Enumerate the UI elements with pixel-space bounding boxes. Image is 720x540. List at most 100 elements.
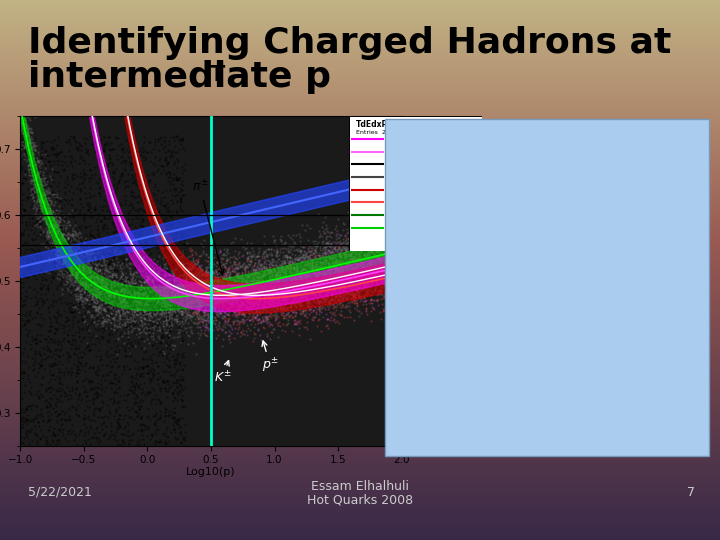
Point	[146, 383, 158, 392]
Point	[335, 264, 346, 272]
Point	[35, 360, 46, 369]
Point	[134, 369, 145, 378]
Point	[303, 246, 315, 255]
Point	[369, 263, 380, 272]
Point	[115, 157, 127, 166]
Point	[254, 261, 266, 269]
Point	[307, 249, 319, 258]
Point	[150, 211, 162, 219]
Point	[28, 174, 40, 183]
Point	[192, 319, 203, 328]
Point	[314, 264, 325, 272]
Point	[163, 291, 174, 300]
Point	[277, 279, 289, 288]
Point	[163, 261, 175, 270]
Point	[40, 205, 51, 214]
Point	[248, 313, 259, 322]
Point	[331, 252, 343, 261]
Point	[358, 278, 369, 287]
Point	[359, 261, 371, 270]
Point	[111, 273, 122, 282]
Point	[292, 317, 304, 326]
Point	[36, 188, 48, 197]
Point	[219, 245, 230, 254]
Point	[366, 274, 378, 282]
Point	[376, 290, 387, 299]
Point	[357, 263, 369, 272]
Point	[346, 279, 357, 287]
Point	[373, 286, 384, 294]
Point	[179, 289, 190, 298]
Point	[319, 256, 330, 265]
Point	[168, 133, 180, 141]
Point	[351, 287, 363, 296]
Point	[359, 251, 370, 260]
Point	[393, 243, 405, 252]
Point	[130, 300, 142, 308]
Point	[153, 322, 165, 331]
Point	[355, 292, 366, 300]
Point	[110, 348, 122, 356]
Point	[324, 289, 336, 298]
Point	[136, 288, 148, 296]
Point	[85, 283, 96, 292]
Point	[205, 275, 217, 284]
Point	[102, 272, 114, 281]
Point	[38, 177, 50, 185]
Point	[24, 155, 36, 164]
Point	[138, 300, 150, 309]
Point	[53, 387, 65, 395]
Point	[252, 300, 264, 309]
Point	[235, 318, 246, 326]
Point	[253, 297, 265, 306]
Point	[126, 135, 138, 144]
Point	[161, 393, 173, 401]
Point	[175, 284, 186, 293]
Point	[330, 284, 341, 293]
Point	[322, 305, 333, 314]
Point	[58, 222, 69, 231]
Point	[323, 241, 334, 249]
Point	[171, 132, 183, 141]
Point	[293, 268, 305, 276]
Point	[42, 332, 53, 340]
Point	[355, 293, 366, 301]
Point	[289, 281, 301, 289]
Point	[37, 272, 48, 281]
Point	[378, 237, 390, 245]
Point	[40, 218, 52, 226]
Point	[204, 269, 215, 278]
Point	[121, 157, 132, 165]
Point	[305, 251, 316, 259]
Point	[35, 188, 46, 197]
Point	[27, 336, 38, 345]
Point	[96, 308, 108, 316]
Point	[324, 274, 336, 283]
Point	[354, 256, 366, 265]
Point	[138, 173, 150, 182]
Point	[389, 264, 400, 273]
Point	[328, 268, 340, 277]
Point	[23, 146, 35, 155]
Point	[359, 240, 370, 249]
Point	[293, 269, 305, 278]
Point	[24, 267, 35, 276]
Point	[73, 263, 85, 272]
Point	[133, 279, 145, 287]
Point	[27, 417, 38, 426]
Point	[47, 216, 58, 225]
Point	[163, 327, 175, 335]
Point	[317, 274, 328, 283]
Point	[171, 291, 183, 299]
Point	[360, 305, 372, 313]
Point	[83, 276, 94, 285]
Point	[107, 302, 119, 311]
Point	[347, 238, 359, 246]
Point	[266, 285, 277, 294]
Point	[68, 251, 79, 260]
Point	[349, 259, 361, 267]
Point	[146, 278, 158, 287]
Point	[80, 231, 91, 239]
Point	[274, 280, 286, 289]
Point	[70, 264, 81, 272]
